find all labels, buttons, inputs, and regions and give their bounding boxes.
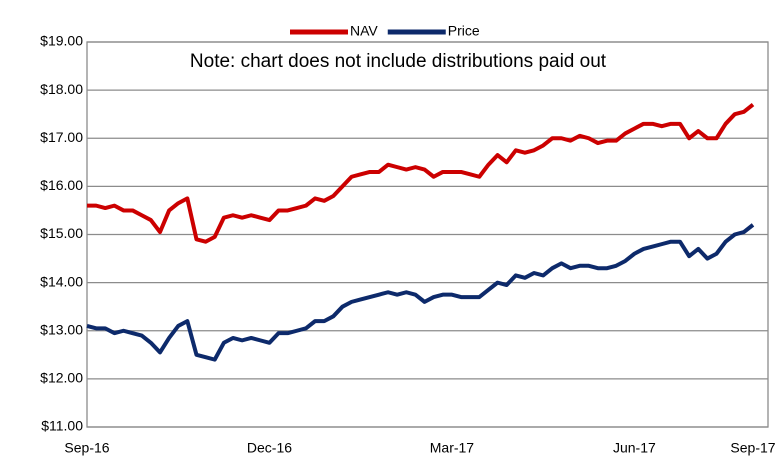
x-tick-label: Sep-16: [64, 440, 109, 456]
y-tick-label: $16.00: [40, 177, 83, 193]
y-tick-label: $11.00: [41, 418, 83, 434]
y-tick-label: $18.00: [40, 81, 83, 97]
y-tick-label: $15.00: [40, 225, 83, 241]
x-tick-label: Jun-17: [613, 440, 656, 456]
x-tick-label: Dec-16: [247, 440, 292, 456]
legend-label: NAV: [350, 23, 378, 39]
y-tick-label: $19.00: [40, 33, 83, 49]
y-tick-label: $13.00: [40, 321, 83, 337]
y-tick-label: $12.00: [40, 370, 83, 386]
legend-label: Price: [448, 23, 480, 39]
line-series: [86, 223, 755, 362]
x-tick-label: Mar-17: [430, 440, 475, 456]
line-series: [87, 102, 755, 244]
y-tick-label: $14.00: [40, 273, 83, 289]
y-tick-label: $17.00: [40, 129, 83, 145]
x-tick-label: Sep-17: [730, 440, 775, 456]
annotation: Note: chart does not include distributio…: [190, 51, 607, 72]
